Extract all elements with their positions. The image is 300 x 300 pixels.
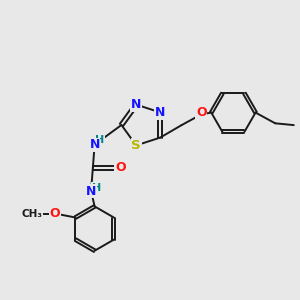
Text: H: H bbox=[92, 182, 101, 193]
Text: H: H bbox=[95, 135, 105, 145]
Text: O: O bbox=[50, 207, 60, 220]
Text: S: S bbox=[131, 139, 141, 152]
Text: O: O bbox=[115, 161, 126, 174]
Text: O: O bbox=[196, 106, 207, 119]
Text: N: N bbox=[155, 106, 165, 119]
Text: N: N bbox=[86, 184, 96, 198]
Text: CH₃: CH₃ bbox=[21, 209, 42, 219]
Text: N: N bbox=[131, 98, 141, 111]
Text: N: N bbox=[89, 138, 100, 151]
